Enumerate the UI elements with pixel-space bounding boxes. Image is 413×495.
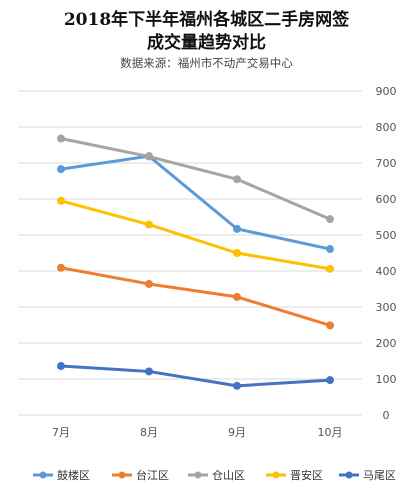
chart-title: 2018年下半年福州各城区二手房网签 [63,10,350,30]
x-tick-label: 8月 [140,426,158,439]
series-line [60,266,331,327]
series-lines [57,134,334,390]
x-tick-label: 10月 [318,426,343,439]
y-tick-label: 900 [376,85,397,98]
y-axis-ticks: 0 100 200 300 400 500 600 700 800 900 [376,85,397,422]
data-point [233,175,241,184]
y-tick-label: 600 [376,193,397,206]
series-line [60,154,331,251]
y-tick-label: 700 [376,157,397,170]
legend-label: 晋安区 [290,468,323,482]
y-tick-label: 300 [376,301,397,314]
legend-swatch-marker [118,471,126,479]
data-point [326,321,334,330]
legend-item: 仓山区 [188,468,245,482]
data-point [57,362,65,371]
data-point [233,381,241,390]
legend: 鼓楼区 台江区 仓山区 晋安区 马尾区 [33,468,396,482]
series-4 [57,196,334,273]
legend-swatch-marker [39,471,47,479]
y-tick-label: 0 [383,409,390,422]
data-point [233,249,241,257]
x-axis-ticks: 7月 8月 9月 10月 [52,426,343,439]
data-point [145,152,153,161]
legend-label: 台江区 [136,468,169,482]
series-line [60,364,331,388]
data-point [57,165,65,174]
legend-item: 台江区 [112,468,169,482]
legend-item: 晋安区 [266,468,323,482]
y-tick-label: 500 [376,229,397,242]
data-point [57,134,65,143]
y-tick-label: 800 [376,121,397,134]
data-point [145,367,153,376]
legend-label: 仓山区 [212,468,245,482]
legend-item: 鼓楼区 [33,468,90,482]
data-point [326,376,334,385]
series-line [60,199,331,271]
series-3 [57,134,334,224]
y-tick-label: 200 [376,337,397,350]
data-point [326,245,334,254]
data-point [326,264,334,273]
data-point [233,292,241,301]
legend-label: 马尾区 [363,469,396,482]
chart-subtitle: 数据来源：福州市不动产交易中心 [120,56,293,70]
data-point [57,263,65,272]
x-tick-label: 7月 [52,426,70,439]
series-line [60,137,331,221]
legend-swatch-marker [272,471,280,479]
y-tick-label: 400 [376,265,397,278]
series-2 [57,263,334,330]
x-tick-label: 9月 [228,426,246,439]
data-point [145,220,153,229]
data-point [233,224,241,233]
legend-label: 鼓楼区 [57,468,90,482]
chart-title-line2: 成交量趋势对比 [147,33,266,53]
data-point [57,196,65,205]
series-5 [57,362,334,390]
data-point [326,215,334,224]
grid-lines [18,90,362,416]
legend-swatch-marker [194,471,202,479]
y-tick-label: 100 [376,373,397,386]
legend-item: 马尾区 [339,469,396,482]
legend-swatch-marker [345,471,353,479]
data-point [145,279,153,288]
